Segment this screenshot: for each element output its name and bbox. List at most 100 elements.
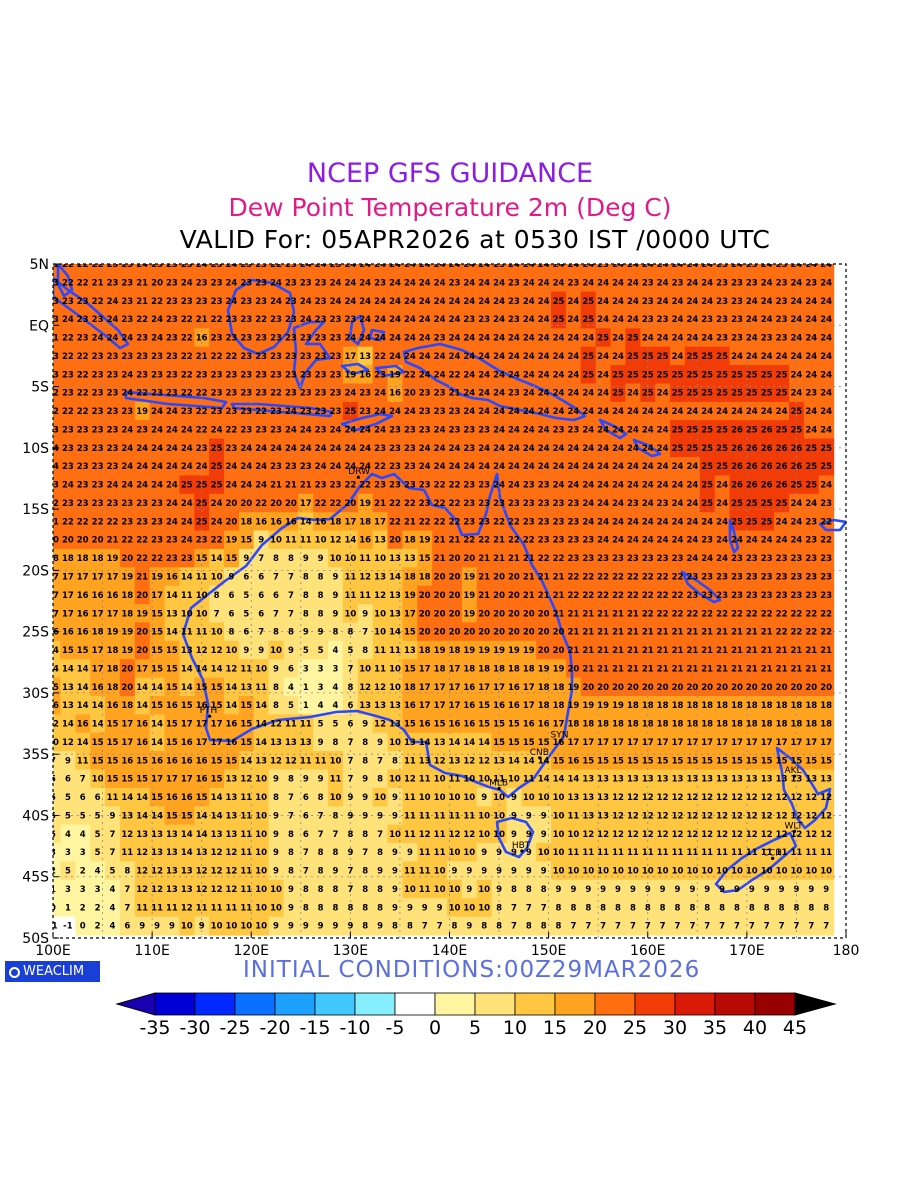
grid-value: 24 xyxy=(686,499,698,509)
grid-value: 25 xyxy=(746,517,758,527)
grid-value: 12 xyxy=(657,830,669,840)
grid-value: 12 xyxy=(612,830,624,840)
grid-value: 23 xyxy=(270,315,282,325)
grid-value: 18 xyxy=(449,646,461,656)
grid-value: 24 xyxy=(672,260,684,270)
grid-value: 24 xyxy=(597,481,609,491)
grid-value: 11 xyxy=(404,830,416,840)
grid-value: 20 xyxy=(642,683,654,693)
cbar-label: 45 xyxy=(783,1017,807,1039)
grid-value: 14 xyxy=(211,664,223,674)
shade-cell xyxy=(476,264,493,274)
grid-value: 24 xyxy=(270,297,282,307)
grid-value: 19 xyxy=(136,407,148,417)
grid-value: 24 xyxy=(181,444,193,454)
grid-value: 21 xyxy=(790,664,802,674)
grid-value: 9 xyxy=(362,812,368,822)
grid-value: 11 xyxy=(404,756,416,766)
grid-value: 24 xyxy=(612,407,624,417)
grid-value: 23 xyxy=(151,352,163,362)
grid-value: 10 xyxy=(553,793,565,803)
shade-cell xyxy=(313,365,329,385)
grid-value: 24 xyxy=(493,444,505,454)
shade-cell xyxy=(744,346,760,366)
grid-value: 9 xyxy=(318,628,324,638)
grid-value: 23 xyxy=(315,407,327,417)
grid-value: 20 xyxy=(121,683,133,693)
shade-cell xyxy=(253,310,270,329)
grid-value: 12 xyxy=(270,756,282,766)
grid-value: 23 xyxy=(404,481,416,491)
grid-value: 12 xyxy=(136,867,148,877)
grid-value: 23 xyxy=(62,389,74,399)
grid-value: 11 xyxy=(359,591,371,601)
grid-value: 9 xyxy=(377,812,383,822)
grid-value: 12 xyxy=(196,885,208,895)
lat-label: 30S xyxy=(22,686,49,702)
grid-value: 26 xyxy=(731,425,743,435)
grid-value: 18 xyxy=(107,683,119,693)
grid-value: 21 xyxy=(701,646,713,656)
grid-value: 11 xyxy=(567,812,579,822)
grid-value: 24 xyxy=(493,334,505,344)
grid-value: 10 xyxy=(211,628,223,638)
grid-value: 22 xyxy=(225,425,237,435)
grid-value: 21 xyxy=(582,664,594,674)
grid-value: 16 xyxy=(92,591,104,601)
grid-value: 9 xyxy=(764,885,770,895)
grid-value: 21 xyxy=(434,554,446,564)
grid-value: 17 xyxy=(478,683,490,693)
grid-value: 23 xyxy=(523,499,535,509)
grid-value: 24 xyxy=(553,260,565,270)
shade-cell xyxy=(387,273,403,293)
grid-value: 14 xyxy=(62,720,74,730)
grid-value: 11 xyxy=(434,830,446,840)
grid-value: 24 xyxy=(374,407,386,417)
grid-value: 10 xyxy=(344,609,356,619)
grid-value: 23 xyxy=(92,370,104,380)
grid-value: 13 xyxy=(731,775,743,785)
shade-cell xyxy=(476,291,493,311)
grid-value: 24 xyxy=(359,425,371,435)
grid-value: 24 xyxy=(805,297,817,307)
grid-value: 25 xyxy=(672,389,684,399)
grid-value: 8 xyxy=(362,830,368,840)
grid-value: 24 xyxy=(255,462,267,472)
grid-value: 12 xyxy=(151,885,163,895)
grid-value: 8 xyxy=(377,885,383,895)
grid-value: 10 xyxy=(255,812,267,822)
grid-value: 16 xyxy=(508,701,520,711)
grid-value: 24 xyxy=(389,260,401,270)
grid-value: 6 xyxy=(288,664,294,674)
shade-cell xyxy=(566,273,582,293)
grid-value: 24 xyxy=(538,315,550,325)
grid-value: 21 xyxy=(612,664,624,674)
grid-value: 24 xyxy=(359,278,371,288)
grid-value: 10 xyxy=(627,867,639,877)
grid-value: 6 xyxy=(65,775,71,785)
grid-value: 23 xyxy=(121,278,133,288)
grid-value: 9 xyxy=(526,812,532,822)
grid-value: 24 xyxy=(627,407,639,417)
grid-value: 9 xyxy=(273,848,279,858)
grid-value: 9 xyxy=(452,867,458,877)
grid-value: 24 xyxy=(225,462,237,472)
grid-value: 3 xyxy=(303,664,309,674)
station-label: WLT xyxy=(784,821,803,831)
shade-cell xyxy=(506,346,522,366)
grid-value: 23 xyxy=(790,573,802,583)
grid-value: 24 xyxy=(627,297,639,307)
grid-value: 10 xyxy=(389,683,401,693)
grid-value: 9 xyxy=(333,573,339,583)
grid-value: 18 xyxy=(240,517,252,527)
grid-value: 24 xyxy=(657,517,669,527)
grid-value: 16 xyxy=(419,720,431,730)
grid-value: 9 xyxy=(154,922,160,932)
shade-cell xyxy=(387,310,403,329)
grid-value: 22 xyxy=(77,517,89,527)
grid-value: 10 xyxy=(553,812,565,822)
shade-cell xyxy=(536,273,552,293)
grid-value: 14 xyxy=(121,793,133,803)
grid-value: 20 xyxy=(538,609,550,619)
grid-value: 9 xyxy=(258,536,264,546)
